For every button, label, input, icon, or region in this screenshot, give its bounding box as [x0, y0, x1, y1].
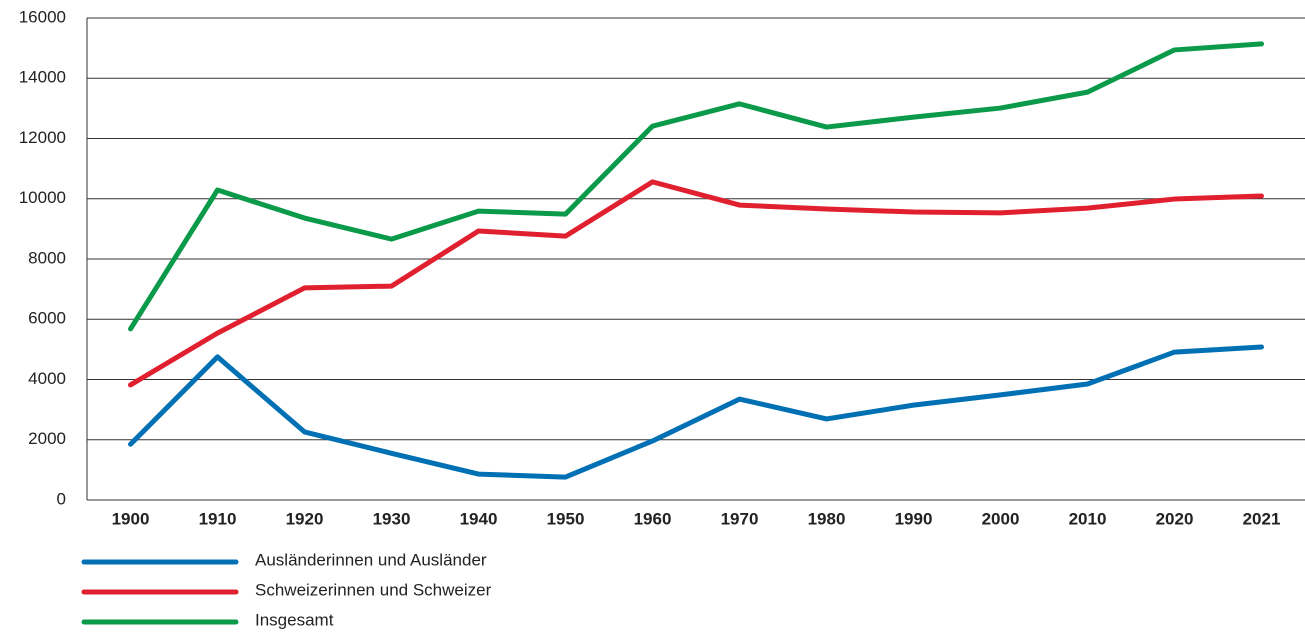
x-tick-label: 1930 [373, 509, 411, 528]
series-line [128, 41, 1264, 332]
x-tick-label: 1950 [547, 509, 585, 528]
series-line [128, 179, 1264, 388]
x-tick-label: 2000 [982, 509, 1020, 528]
x-tick-label: 1920 [286, 509, 324, 528]
x-tick-label: 1980 [808, 509, 846, 528]
legend-label: Ausländerinnen und Ausländer [255, 550, 487, 569]
y-tick-label: 14000 [19, 68, 66, 87]
legend-label: Insgesamt [255, 610, 334, 629]
x-tick-label: 1970 [721, 509, 759, 528]
y-tick-label: 12000 [19, 128, 66, 147]
y-tick-label: 8000 [28, 248, 66, 267]
x-tick-label: 1960 [634, 509, 672, 528]
y-tick-label: 4000 [28, 369, 66, 388]
x-tick-label: 1940 [460, 509, 498, 528]
y-tick-label: 6000 [28, 309, 66, 328]
x-tick-label: 1910 [199, 509, 237, 528]
x-tick-label: 1990 [895, 509, 933, 528]
x-tick-label: 2020 [1156, 509, 1194, 528]
y-tick-label: 10000 [19, 188, 66, 207]
x-tick-label: 2010 [1069, 509, 1107, 528]
legend-label: Schweizerinnen und Schweizer [255, 580, 492, 599]
y-tick-label: 0 [57, 489, 66, 508]
x-tick-label: 2021 [1243, 509, 1281, 528]
x-tick-label: 1900 [112, 509, 150, 528]
y-tick-label: 16000 [19, 7, 66, 26]
y-tick-label: 2000 [28, 429, 66, 448]
series-line [128, 344, 1264, 480]
